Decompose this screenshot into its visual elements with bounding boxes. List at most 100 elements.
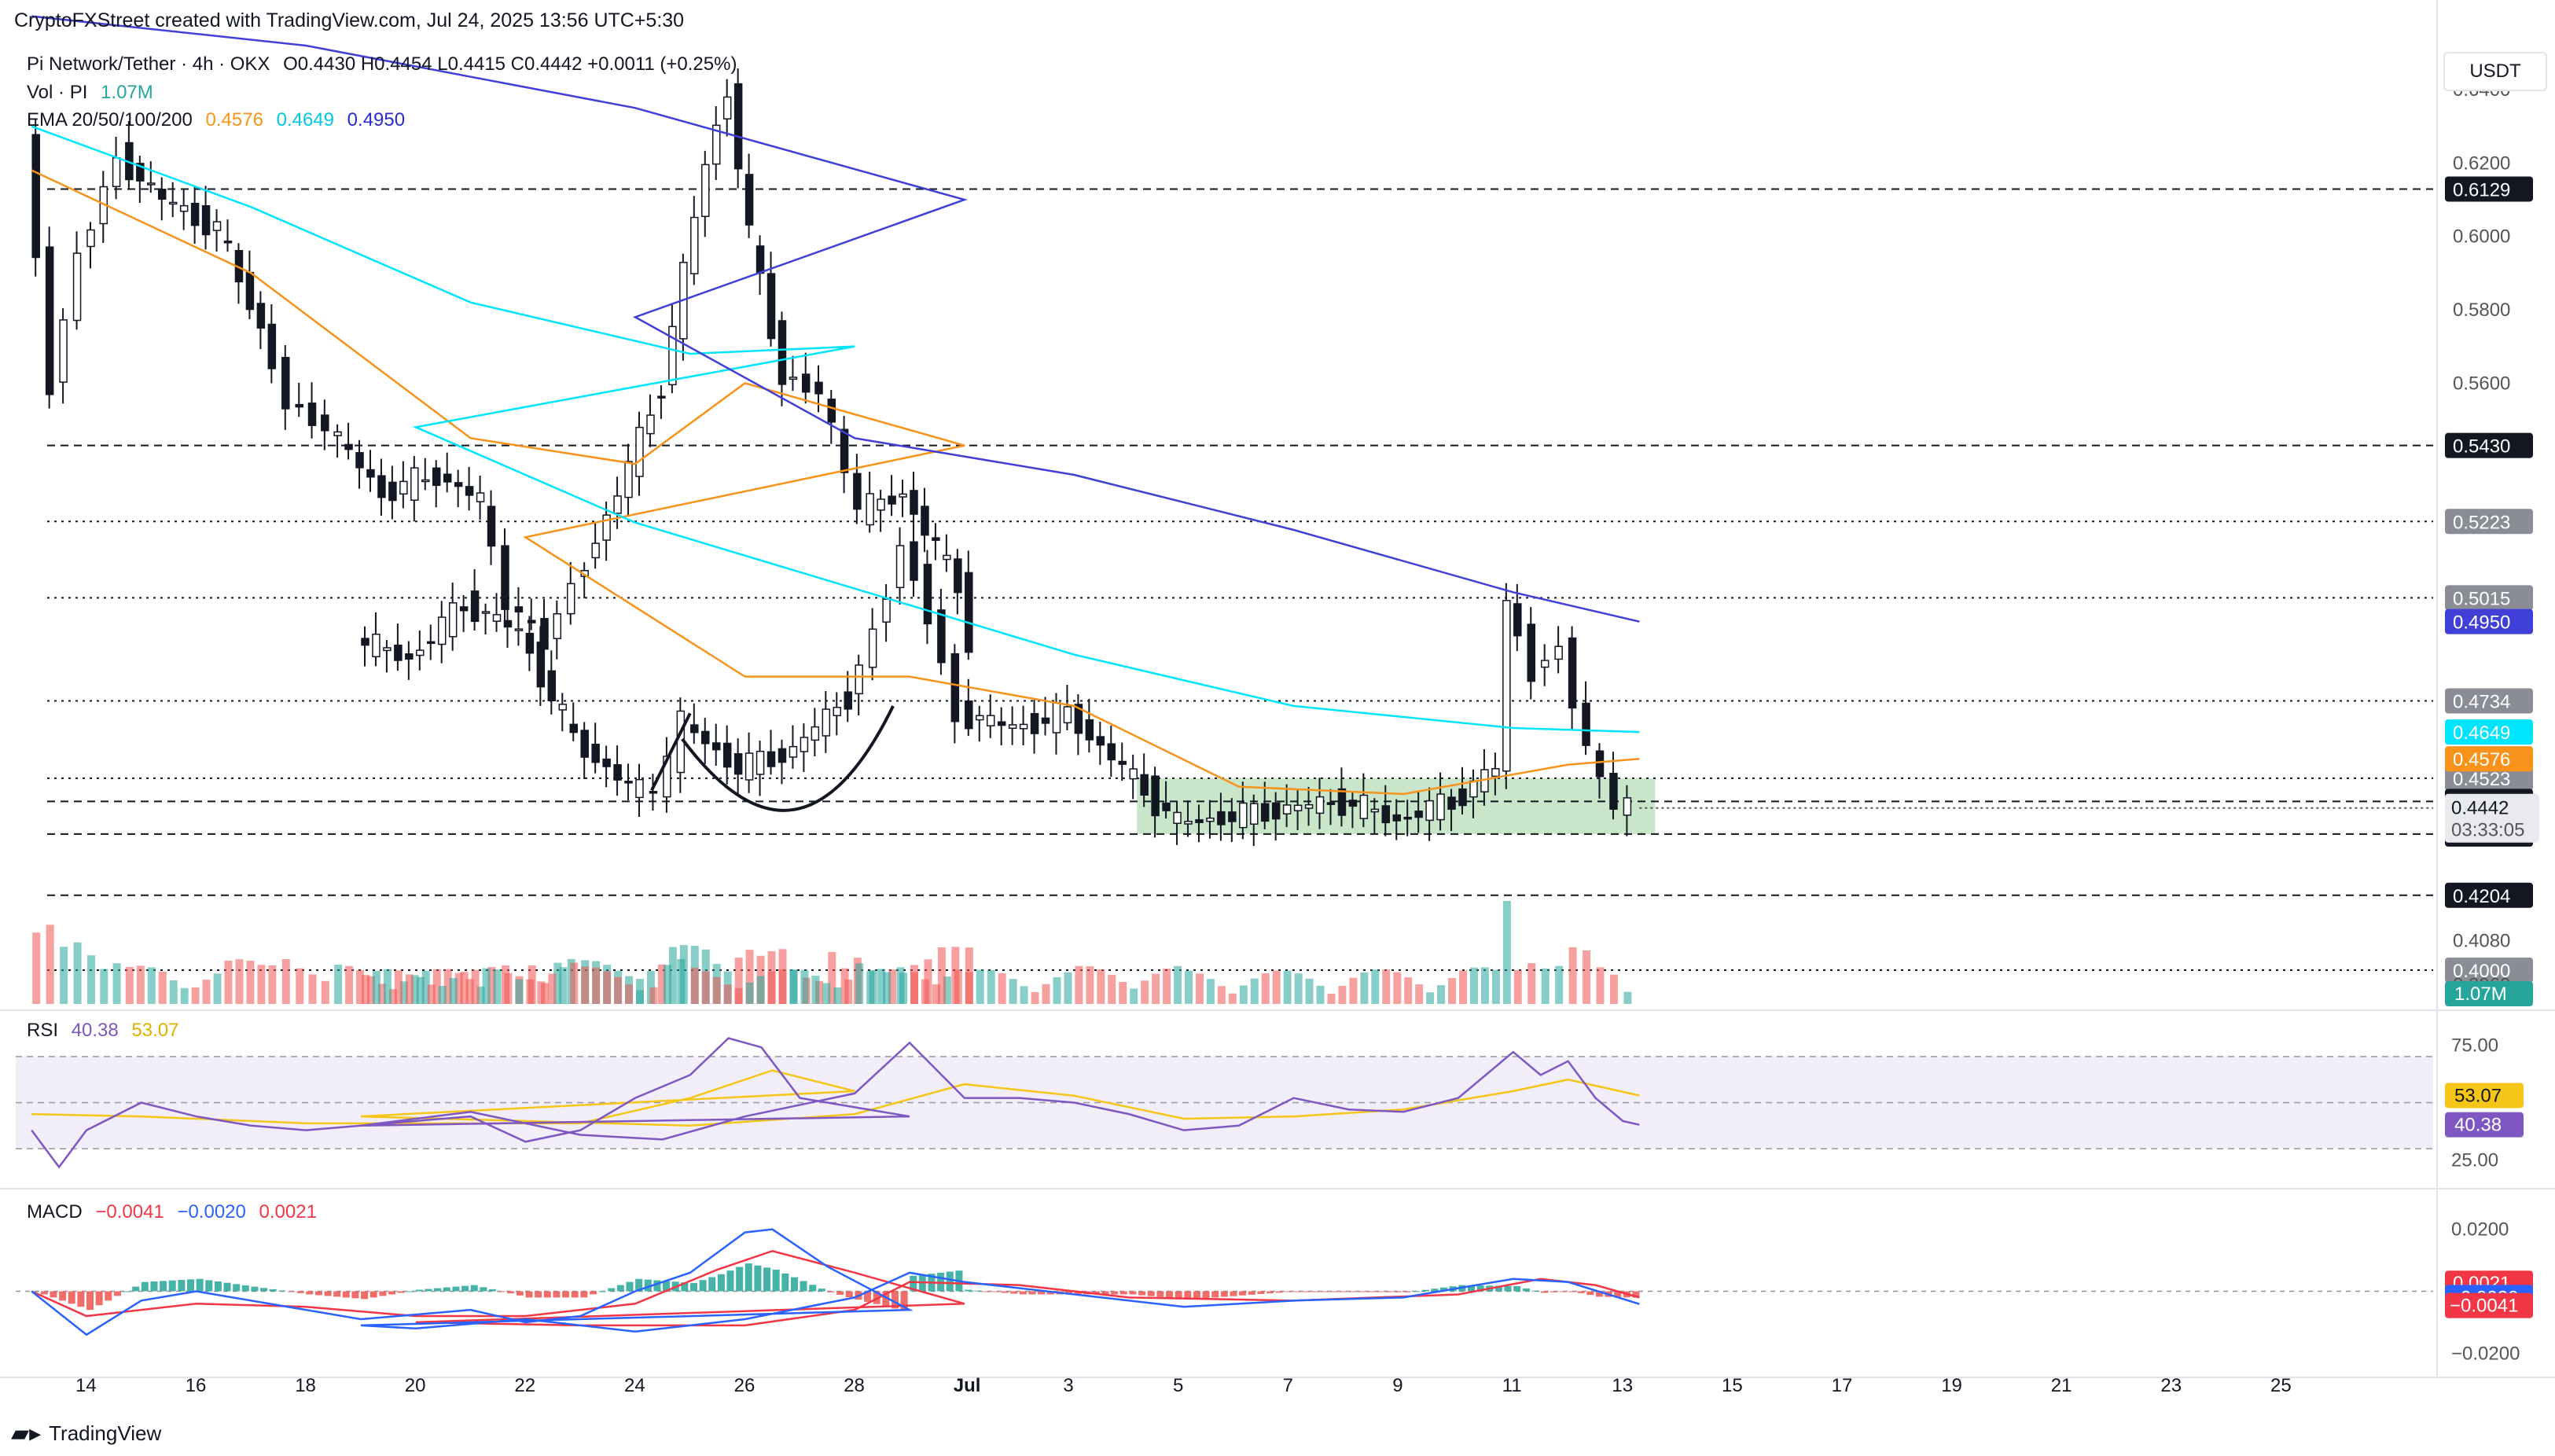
candle-body <box>932 537 940 541</box>
time-axis-tick: 25 <box>2270 1375 2292 1396</box>
macd-histogram-bar <box>1230 1291 1237 1296</box>
volume-bar <box>1437 985 1446 1004</box>
volume-bar <box>1415 984 1424 1004</box>
price-level-tag <box>2445 765 2533 791</box>
macd-histogram-bar <box>95 1291 103 1306</box>
volume-bar <box>32 932 41 1004</box>
volume-bar <box>1596 967 1605 1004</box>
candle-body <box>1337 788 1347 816</box>
candle-body <box>997 721 1006 726</box>
price-level-label: 0.4000 <box>2453 961 2510 982</box>
rsi-axis-tick: 25.00 <box>2451 1150 2498 1171</box>
macd-histogram-bar <box>406 1291 414 1292</box>
macd-histogram-bar <box>105 1291 112 1301</box>
candle-body <box>1595 750 1605 778</box>
candle-body <box>45 246 54 395</box>
volume-bar <box>1448 978 1457 1004</box>
time-axis-tick: 3 <box>1063 1375 1073 1396</box>
price-level-label: 0.4734 <box>2453 691 2510 712</box>
volume-bar <box>1075 965 1083 1004</box>
macd-hist-value: 0.0021 <box>259 1201 317 1223</box>
volume-bar <box>888 969 897 1004</box>
candle-body <box>646 414 655 435</box>
volume-bar <box>937 947 946 1004</box>
tradingview-brand[interactable]: ▰▸ TradingView <box>11 1420 161 1447</box>
candle-body <box>470 590 480 623</box>
candle-body <box>383 647 392 652</box>
candle-body <box>635 426 644 477</box>
macd-histogram-bar <box>845 1291 853 1298</box>
rsi-label[interactable]: RSI <box>27 1020 59 1041</box>
candle-body <box>1326 802 1336 805</box>
time-axis-tick: 7 <box>1283 1375 1293 1396</box>
macd-histogram-bar <box>1129 1291 1137 1295</box>
rsi-band <box>16 1056 2433 1149</box>
candle-body <box>1085 719 1094 741</box>
candle-body <box>1359 794 1369 819</box>
macd-axis-tick: −0.0200 <box>2451 1343 2520 1364</box>
candle-body <box>481 611 491 614</box>
macd-histogram-bar <box>689 1282 697 1292</box>
price-level-tag <box>2445 882 2533 908</box>
ema-price-label: 0.4576 <box>2453 749 2510 770</box>
macd-histogram-bar <box>516 1291 524 1296</box>
volume-bar <box>789 969 798 1004</box>
candle-body <box>895 545 905 589</box>
candle-body <box>147 182 156 186</box>
volume-bar <box>308 974 317 1004</box>
macd-histogram-bar <box>1248 1291 1255 1295</box>
volume-bar <box>800 969 809 1004</box>
volume-bar <box>1119 982 1127 1004</box>
volume-bar <box>553 962 562 1004</box>
currency-selector[interactable]: USDT <box>2443 52 2547 91</box>
candle-body <box>1195 819 1204 823</box>
candle-body <box>1184 821 1193 825</box>
volume-bar <box>965 972 973 1004</box>
volume-bar <box>690 967 699 1004</box>
macd-histogram-bar <box>324 1291 332 1296</box>
macd-histogram-bar <box>369 1291 377 1298</box>
candle-body <box>157 189 167 200</box>
candle-body <box>1271 802 1281 820</box>
ema-label[interactable]: EMA 20/50/100/200 <box>27 109 193 131</box>
candle-body <box>388 481 397 502</box>
macd-label[interactable]: MACD <box>27 1201 83 1223</box>
volume-bar <box>1469 967 1478 1004</box>
volume-bar <box>998 973 1006 1004</box>
volume-bar <box>366 976 375 1004</box>
macd-histogram-bar <box>910 1275 917 1292</box>
macd-histogram-bar <box>50 1291 57 1298</box>
volume-bar <box>1360 972 1369 1004</box>
macd-histogram-bar <box>415 1289 423 1292</box>
candle-body <box>766 751 776 767</box>
volume-label[interactable]: Vol · PI <box>27 82 88 103</box>
macd-histogram-bar <box>397 1291 405 1293</box>
symbol-legend: Pi Network/Tether · 4h · OKX O0.4430 H0.… <box>27 53 744 75</box>
candle-body <box>1129 768 1138 780</box>
candle-body <box>744 174 754 226</box>
candle-body <box>800 737 809 752</box>
volume-bar <box>465 979 474 1004</box>
candle-body <box>591 743 600 763</box>
symbol-name[interactable]: Pi Network/Tether · 4h · OKX <box>27 53 270 75</box>
volume-bar <box>73 942 82 1004</box>
candle-body <box>465 486 474 496</box>
macd-histogram-bar <box>1541 1291 1549 1293</box>
candle-body <box>976 715 984 721</box>
volume-bar <box>100 969 108 1004</box>
macd-histogram-bar <box>160 1281 167 1292</box>
macd-histogram-bar <box>1220 1291 1228 1297</box>
volume-bar <box>526 979 535 1004</box>
candle-body <box>1392 814 1401 822</box>
volume-bar <box>268 965 277 1004</box>
macd-histogram-bar <box>1266 1291 1274 1294</box>
candle-body <box>410 467 419 501</box>
macd-histogram-bar <box>470 1285 478 1292</box>
macd-histogram-bar <box>1440 1287 1448 1292</box>
volume-bar <box>136 965 145 1004</box>
volume-bar <box>855 963 864 1004</box>
volume-bar <box>158 971 167 1004</box>
candle-body <box>1447 796 1456 810</box>
volume-bar <box>1609 974 1618 1004</box>
